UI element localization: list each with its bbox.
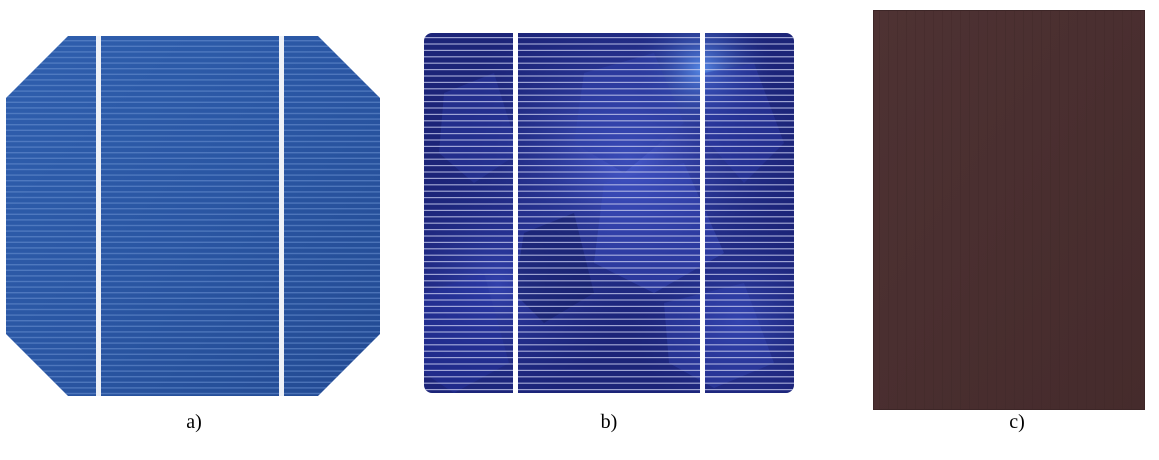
caption-b: b) (600, 411, 618, 433)
poly-cell-svg (424, 33, 794, 393)
caption-c: c) (1009, 411, 1025, 433)
poly-finger-lines (424, 37, 794, 391)
thin-film-scribe-lines (879, 10, 1141, 410)
polycrystalline-cell-image (424, 33, 794, 393)
mono-busbar-right (279, 36, 284, 396)
thin-film-cell-image (873, 10, 1145, 410)
thin-film-cell-svg (873, 10, 1145, 410)
mono-cell-svg (6, 36, 380, 396)
thin-film-cell-body (873, 10, 1145, 410)
mono-cell-body (6, 36, 380, 396)
mono-busbar-left (96, 36, 101, 396)
poly-busbar-right (700, 33, 705, 393)
caption-a: a) (186, 411, 202, 433)
mono-finger-lines (6, 40, 380, 395)
monocrystalline-cell-image (6, 36, 380, 396)
poly-busbar-left (513, 33, 518, 393)
